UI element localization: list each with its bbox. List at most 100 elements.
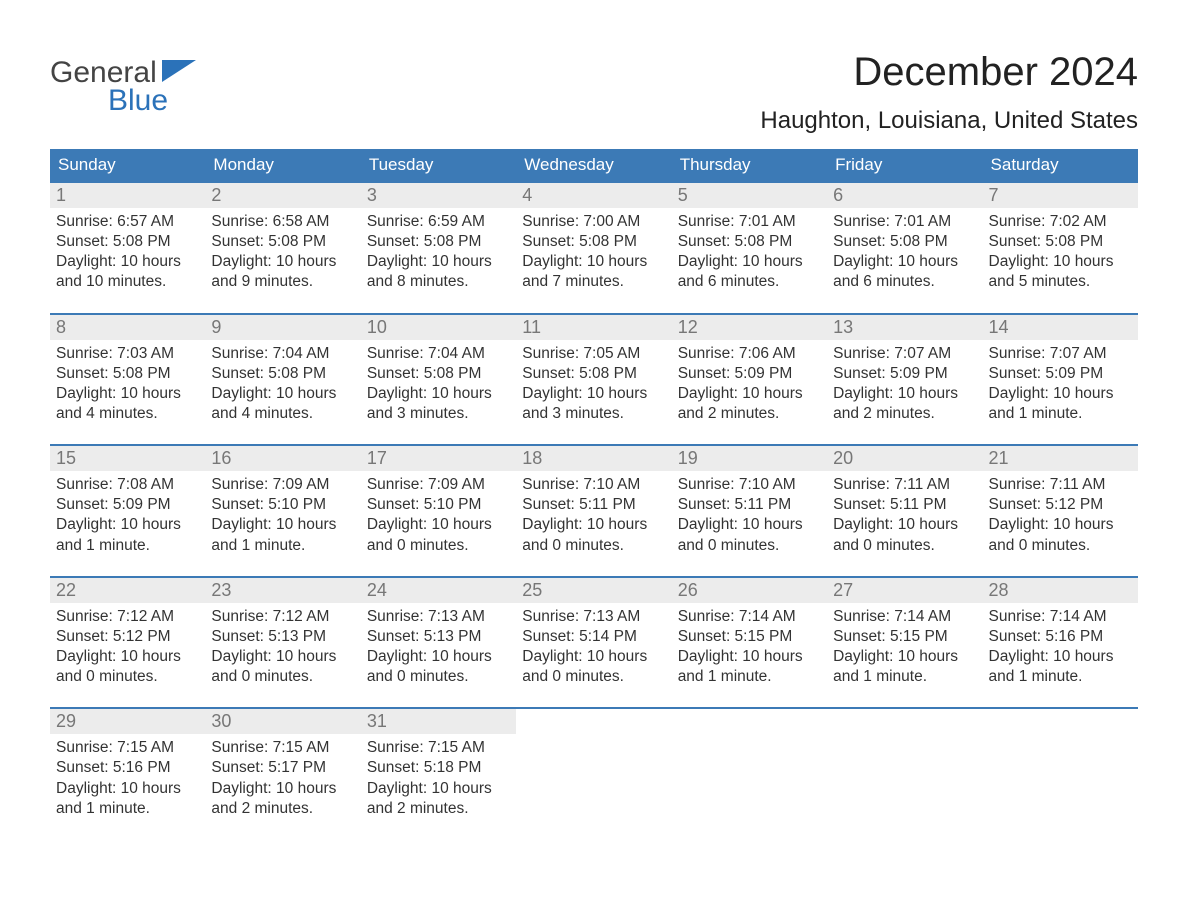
- sunset-line: Sunset: 5:08 PM: [367, 232, 510, 252]
- sunrise-line: Sunrise: 7:05 AM: [522, 344, 665, 364]
- day-body: Sunrise: 7:00 AMSunset: 5:08 PMDaylight:…: [516, 208, 671, 293]
- dow-cell: Saturday: [983, 149, 1138, 181]
- sunrise-line: Sunrise: 7:15 AM: [56, 738, 199, 758]
- sunset-line: Sunset: 5:17 PM: [211, 758, 354, 778]
- day-number-row: 14: [983, 315, 1138, 340]
- day-number: 28: [989, 580, 1009, 600]
- day-body: Sunrise: 7:14 AMSunset: 5:15 PMDaylight:…: [827, 603, 982, 688]
- calendar-day: [672, 709, 827, 825]
- calendar-day: 9Sunrise: 7:04 AMSunset: 5:08 PMDaylight…: [205, 315, 360, 431]
- daylight-line: Daylight: 10 hours: [678, 515, 821, 535]
- daylight-line: and 10 minutes.: [56, 272, 199, 292]
- sunrise-line: Sunrise: 6:57 AM: [56, 212, 199, 232]
- daylight-line: Daylight: 10 hours: [367, 515, 510, 535]
- sunrise-line: Sunrise: 7:09 AM: [211, 475, 354, 495]
- day-number: 5: [678, 185, 688, 205]
- sunset-line: Sunset: 5:18 PM: [367, 758, 510, 778]
- sunset-line: Sunset: 5:08 PM: [989, 232, 1132, 252]
- day-number-row: 9: [205, 315, 360, 340]
- daylight-line: Daylight: 10 hours: [211, 647, 354, 667]
- calendar-day: 13Sunrise: 7:07 AMSunset: 5:09 PMDayligh…: [827, 315, 982, 431]
- day-body: Sunrise: 7:11 AMSunset: 5:12 PMDaylight:…: [983, 471, 1138, 556]
- daylight-line: and 2 minutes.: [833, 404, 976, 424]
- sunset-line: Sunset: 5:08 PM: [522, 364, 665, 384]
- sunrise-line: Sunrise: 7:01 AM: [833, 212, 976, 232]
- day-number: 4: [522, 185, 532, 205]
- day-number: 25: [522, 580, 542, 600]
- calendar: SundayMondayTuesdayWednesdayThursdayFrid…: [50, 149, 1138, 825]
- calendar-day: 20Sunrise: 7:11 AMSunset: 5:11 PMDayligh…: [827, 446, 982, 562]
- daylight-line: Daylight: 10 hours: [211, 252, 354, 272]
- day-body: Sunrise: 7:12 AMSunset: 5:12 PMDaylight:…: [50, 603, 205, 688]
- dow-cell: Thursday: [672, 149, 827, 181]
- calendar-day: 22 Sunrise: 7:12 AMSunset: 5:12 PMDayligh…: [50, 578, 205, 694]
- flag-icon: [162, 60, 196, 82]
- calendar-day: 25Sunrise: 7:13 AMSunset: 5:14 PMDayligh…: [516, 578, 671, 694]
- day-number-row: 5: [672, 183, 827, 208]
- calendar-day: 10Sunrise: 7:04 AMSunset: 5:08 PMDayligh…: [361, 315, 516, 431]
- day-number: [678, 711, 683, 731]
- daylight-line: and 0 minutes.: [989, 536, 1132, 556]
- day-body: Sunrise: 7:07 AMSunset: 5:09 PMDaylight:…: [827, 340, 982, 425]
- calendar-day: 3Sunrise: 6:59 AMSunset: 5:08 PMDaylight…: [361, 183, 516, 299]
- day-number: 27: [833, 580, 853, 600]
- day-number: 6: [833, 185, 843, 205]
- day-number-row: 18: [516, 446, 671, 471]
- day-body: Sunrise: 6:59 AMSunset: 5:08 PMDaylight:…: [361, 208, 516, 293]
- daylight-line: Daylight: 10 hours: [56, 515, 199, 535]
- sunrise-line: Sunrise: 7:06 AM: [678, 344, 821, 364]
- calendar-day: 28Sunrise: 7:14 AMSunset: 5:16 PMDayligh…: [983, 578, 1138, 694]
- brand-logo: General Blue: [50, 50, 168, 116]
- day-body: Sunrise: 7:01 AMSunset: 5:08 PMDaylight:…: [672, 208, 827, 293]
- day-number-row: 10: [361, 315, 516, 340]
- sunset-line: Sunset: 5:14 PM: [522, 627, 665, 647]
- sunrise-line: Sunrise: 7:02 AM: [989, 212, 1132, 232]
- day-number-row: 7: [983, 183, 1138, 208]
- day-number-row: 27: [827, 578, 982, 603]
- day-body: Sunrise: 7:12 AMSunset: 5:13 PMDaylight:…: [205, 603, 360, 688]
- calendar-day: 29Sunrise: 7:15 AMSunset: 5:16 PMDayligh…: [50, 709, 205, 825]
- day-body: Sunrise: 6:57 AMSunset: 5:08 PMDaylight:…: [50, 208, 205, 293]
- calendar-day: 14Sunrise: 7:07 AMSunset: 5:09 PMDayligh…: [983, 315, 1138, 431]
- day-body: Sunrise: 7:15 AMSunset: 5:17 PMDaylight:…: [205, 734, 360, 819]
- day-body: Sunrise: 7:08 AMSunset: 5:09 PMDaylight:…: [50, 471, 205, 556]
- day-number: 15: [56, 448, 76, 468]
- daylight-line: Daylight: 10 hours: [56, 252, 199, 272]
- sunrise-line: Sunrise: 7:12 AM: [56, 607, 199, 627]
- daylight-line: and 1 minute.: [56, 799, 199, 819]
- sunset-line: Sunset: 5:13 PM: [367, 627, 510, 647]
- day-number: 30: [211, 711, 231, 731]
- sunrise-line: Sunrise: 7:08 AM: [56, 475, 199, 495]
- daylight-line: Daylight: 10 hours: [678, 384, 821, 404]
- day-number: 22: [56, 580, 76, 600]
- day-number: [833, 711, 838, 731]
- calendar-day: 6 Sunrise: 7:01 AMSunset: 5:08 PMDaylight…: [827, 183, 982, 299]
- day-number-row: 31: [361, 709, 516, 734]
- sunset-line: Sunset: 5:08 PM: [367, 364, 510, 384]
- day-number-row: 26: [672, 578, 827, 603]
- daylight-line: Daylight: 10 hours: [56, 779, 199, 799]
- day-number: 7: [989, 185, 999, 205]
- day-body: Sunrise: 7:01 AMSunset: 5:08 PMDaylight:…: [827, 208, 982, 293]
- daylight-line: Daylight: 10 hours: [833, 384, 976, 404]
- day-number-row: 24: [361, 578, 516, 603]
- daylight-line: Daylight: 10 hours: [211, 515, 354, 535]
- daylight-line: Daylight: 10 hours: [989, 515, 1132, 535]
- brand-line2: Blue: [108, 86, 168, 116]
- day-number: 11: [522, 317, 541, 337]
- header: General Blue December 2024 Haughton, Lou…: [50, 50, 1138, 135]
- daylight-line: Daylight: 10 hours: [833, 252, 976, 272]
- calendar-day: 5 Sunrise: 7:01 AMSunset: 5:08 PMDaylight…: [672, 183, 827, 299]
- day-number: 2: [211, 185, 221, 205]
- calendar-week: 29Sunrise: 7:15 AMSunset: 5:16 PMDayligh…: [50, 707, 1138, 825]
- sunrise-line: Sunrise: 6:58 AM: [211, 212, 354, 232]
- day-number: 12: [678, 317, 698, 337]
- calendar-day: 12Sunrise: 7:06 AMSunset: 5:09 PMDayligh…: [672, 315, 827, 431]
- daylight-line: Daylight: 10 hours: [367, 384, 510, 404]
- calendar-day: 2Sunrise: 6:58 AMSunset: 5:08 PMDaylight…: [205, 183, 360, 299]
- calendar-week: 8Sunrise: 7:03 AMSunset: 5:08 PMDaylight…: [50, 313, 1138, 431]
- day-body: Sunrise: 7:02 AMSunset: 5:08 PMDaylight:…: [983, 208, 1138, 293]
- daylight-line: and 1 minute.: [678, 667, 821, 687]
- dow-cell: Friday: [827, 149, 982, 181]
- day-body: Sunrise: 7:07 AMSunset: 5:09 PMDaylight:…: [983, 340, 1138, 425]
